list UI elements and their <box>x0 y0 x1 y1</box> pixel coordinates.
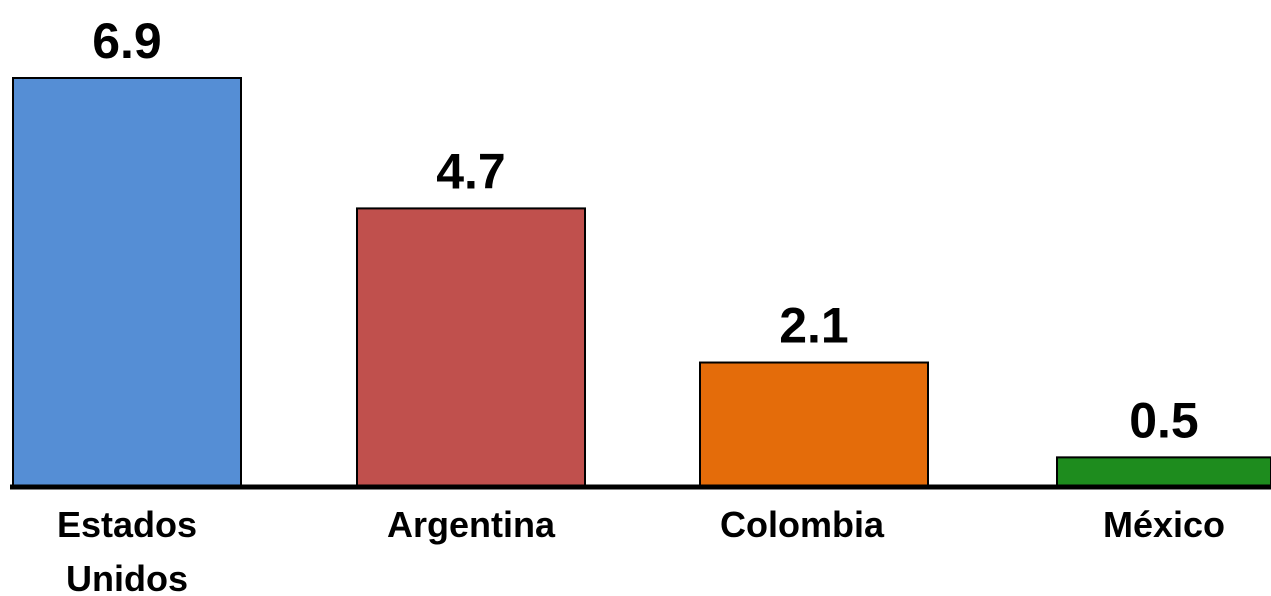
bar-2 <box>356 207 586 488</box>
category-labels-group: Estados Unidos Argentina Colombia México <box>57 504 1225 596</box>
value-labels-group: 6.9 4.7 2.1 0.5 <box>92 13 1199 448</box>
bar-3 <box>699 361 929 488</box>
value-label-1: 6.9 <box>92 13 162 69</box>
category-label-line: México <box>1103 504 1225 545</box>
bar-1 <box>12 77 242 488</box>
category-label-4: México <box>1103 504 1225 545</box>
category-label-line: Unidos <box>66 558 188 596</box>
category-label-2: Argentina <box>387 504 556 545</box>
category-label-line: Colombia <box>720 504 885 545</box>
value-label-4: 0.5 <box>1129 392 1199 448</box>
category-label-1: Estados Unidos <box>57 504 197 596</box>
category-label-line: Argentina <box>387 504 556 545</box>
bars-group <box>12 77 1271 488</box>
bar-4 <box>1056 456 1271 488</box>
value-label-2: 4.7 <box>436 143 506 199</box>
value-label-3: 2.1 <box>779 298 849 354</box>
category-label-3: Colombia <box>720 504 885 545</box>
category-label-line: Estados <box>57 504 197 545</box>
